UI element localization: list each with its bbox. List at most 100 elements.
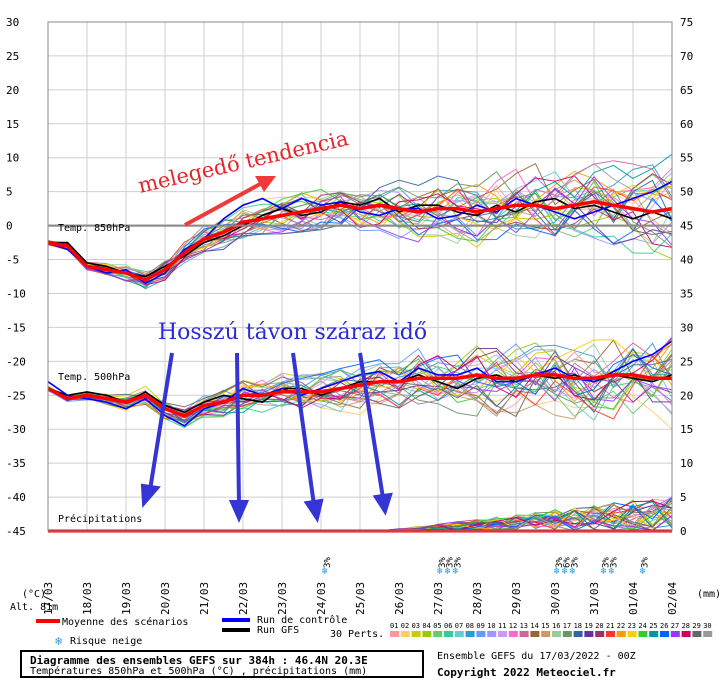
perturbation-swatch <box>508 631 518 637</box>
left-tick-label: -25 <box>6 389 26 402</box>
perturbation-number: 27 <box>671 622 679 630</box>
snow-pct-label: 6% <box>563 557 573 568</box>
perturbation-swatch <box>562 631 572 637</box>
perturbation-number: 12 <box>509 622 517 630</box>
x-tick-label: 20/03 <box>159 582 172 615</box>
perturbation-swatch <box>444 631 453 637</box>
x-tick-label: 22/03 <box>237 582 250 615</box>
x-tick-label: 01/04 <box>627 582 640 615</box>
x-tick-label: 31/03 <box>588 582 601 615</box>
right-tick-label: 55 <box>680 152 693 165</box>
left-tick-label: -15 <box>6 321 26 334</box>
left-tick-label: -10 <box>6 287 26 300</box>
perturbation-swatch <box>454 631 464 637</box>
perturbation-swatch <box>584 631 594 637</box>
perturbation-number: 24 <box>638 622 646 630</box>
right-tick-label: 25 <box>680 355 693 368</box>
left-tick-label: -20 <box>6 355 26 368</box>
x-tick-label: 29/03 <box>510 582 523 615</box>
perturbation-number: 16 <box>552 622 560 630</box>
perturbation-number: 21 <box>606 622 614 630</box>
snow-pct-label: 3% <box>438 557 448 568</box>
perturbation-swatch <box>670 631 680 637</box>
right-tick-label: 45 <box>680 220 693 233</box>
left-tick-label: 10 <box>6 152 19 165</box>
perturbation-swatch <box>595 631 605 637</box>
perturbation-number: 19 <box>584 622 592 630</box>
x-tick-label: 23/03 <box>276 582 289 615</box>
left-tick-label: 30 <box>6 16 19 29</box>
main-series <box>47 180 673 427</box>
altitude-label: Alt. 81m <box>10 602 58 613</box>
perturbation-swatch <box>465 631 475 637</box>
left-axis-unit: (°C) <box>22 589 46 600</box>
x-tick-label: 27/03 <box>432 582 445 615</box>
left-tick-label: -30 <box>6 423 26 436</box>
snowflake-icon: ❄ <box>554 566 561 577</box>
perturbation-number: 28 <box>682 622 690 630</box>
plot-frame <box>47 21 673 532</box>
x-tick-label: 28/03 <box>471 582 484 615</box>
perturbation-swatch <box>476 631 486 637</box>
perturbation-swatch <box>530 631 540 637</box>
x-tick-label: 24/03 <box>315 582 328 615</box>
right-tick-label: 20 <box>680 389 693 402</box>
series-line-t850 <box>47 200 673 282</box>
x-tick-label: 25/03 <box>354 582 367 615</box>
snowflake-icon: ❄ <box>437 566 444 577</box>
snow-pct-label: 3% <box>641 557 651 568</box>
right-tick-label: 70 <box>680 50 693 63</box>
perturbations-label: 30 Perts. <box>330 629 384 640</box>
perturbation-number: 13 <box>520 622 528 630</box>
right-axis-unit: (mm) <box>697 589 720 600</box>
footer-box: Diagramme des ensembles GEFS sur 384h : … <box>20 650 424 678</box>
annotation-red-arrowhead <box>255 176 276 192</box>
perturbation-number: 20 <box>595 622 603 630</box>
panel-label-t500: Temp. 500hPa <box>58 372 130 383</box>
left-tick-label: 25 <box>6 50 19 63</box>
x-tick-label: 19/03 <box>120 582 133 615</box>
perturbation-number: 23 <box>628 622 636 630</box>
x-tick-label: 21/03 <box>198 582 211 615</box>
perturbation-swatch <box>627 631 637 637</box>
perturbation-legend: 01 02 03 04 05 06 07 08 09 10 11 12 13 14 15 16 17 18 19 20… <box>390 622 713 637</box>
snow-pct-label: 3% <box>602 557 612 568</box>
perturbation-swatch <box>519 631 529 637</box>
panel-label-precip: Précipitations <box>58 513 142 525</box>
legend-label-gfs: Run GFS <box>257 625 299 636</box>
snowflake-icon: ❄ <box>640 566 647 577</box>
perturbation-swatch <box>498 631 507 637</box>
perturbation-number: 30 <box>703 622 711 630</box>
right-tick-label: 50 <box>680 186 693 199</box>
perturbation-swatch <box>616 631 626 637</box>
perturbation-number: 14 <box>530 622 538 630</box>
perturbation-swatch <box>660 631 669 637</box>
perturbation-number: 18 <box>574 622 582 630</box>
perturbation-number: 08 <box>466 622 474 630</box>
x-tick-label: 17/03 <box>42 582 55 615</box>
snowflake-icon: ❄ <box>322 566 329 577</box>
ensemble-run-label: Ensemble GEFS du 17/03/2022 - 00Z <box>437 651 636 662</box>
right-tick-label: 15 <box>680 423 693 436</box>
snowflake-icon: ❄ <box>601 566 608 577</box>
annotation-red-arrow <box>184 181 263 227</box>
perturbation-line <box>47 363 673 430</box>
perturbation-line <box>47 339 673 423</box>
snowflake-icon: ❄ <box>562 566 569 577</box>
right-tick-label: 0 <box>680 525 687 538</box>
perturbation-number: 10 <box>487 622 495 630</box>
perturbation-swatch <box>681 631 691 637</box>
perturbation-swatch <box>433 631 443 637</box>
copyright: Copyright 2022 Meteociel.fr <box>437 666 616 679</box>
panel-label-t850: Temp. 850hPa <box>58 223 130 234</box>
perturbation-swatch <box>487 631 497 637</box>
perturbation-number: 25 <box>649 622 657 630</box>
perturbation-line <box>47 175 673 287</box>
snow-pct-label: 3% <box>454 557 464 568</box>
right-tick-label: 75 <box>680 16 693 29</box>
perturbation-number: 17 <box>563 622 571 630</box>
right-tick-label: 40 <box>680 254 693 267</box>
perturbation-number: 11 <box>498 622 506 630</box>
